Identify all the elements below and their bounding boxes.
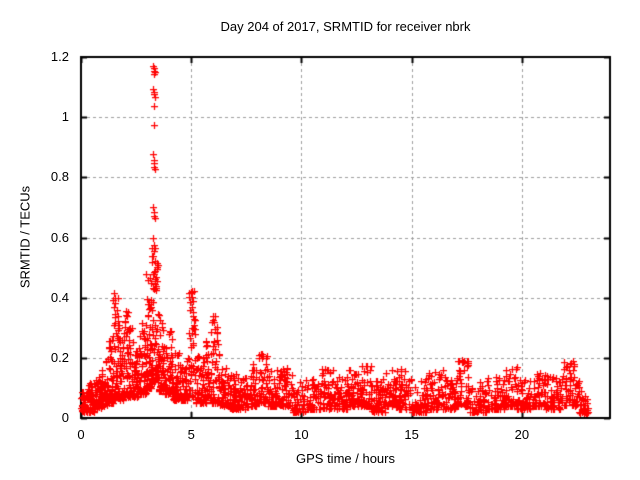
x-tick-label: 10	[294, 427, 309, 442]
y-tick-label: 0.6	[50, 229, 69, 245]
x-tick-label: 15	[404, 427, 419, 442]
x-tick-label: 0	[77, 427, 85, 442]
y-tick-label: 0.4	[50, 289, 69, 305]
y-tick-label: 0.2	[50, 349, 69, 365]
y-tick-label: 0.8	[50, 169, 69, 185]
x-tick-label: 5	[187, 427, 195, 442]
y-tick-label: 0	[61, 410, 69, 425]
x-tick-label: 20	[514, 427, 530, 442]
y-tick-label: 1.2	[50, 49, 69, 64]
y-tick-label: 1	[61, 109, 69, 125]
